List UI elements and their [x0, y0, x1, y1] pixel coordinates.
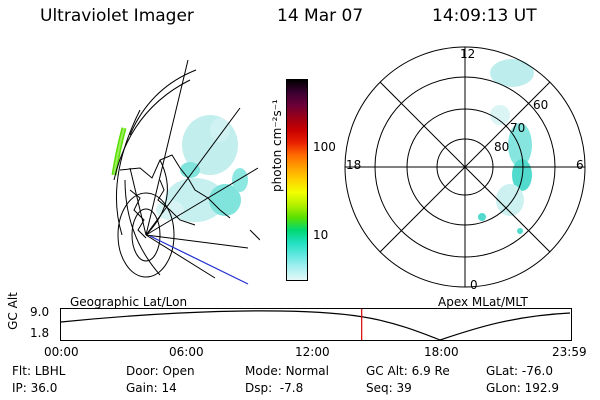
mlat-label-80: 80	[494, 140, 510, 154]
info-door: Door: Open	[126, 364, 195, 378]
colorbar-tick-10: 10	[313, 228, 329, 242]
mlat-label-60: 60	[533, 98, 549, 112]
info-mode: Mode: Normal	[245, 364, 329, 378]
mlat-label-70: 70	[510, 121, 526, 135]
timeline-xtick-4: 23:59	[552, 345, 587, 359]
timeline-xtick-3: 18:00	[424, 345, 459, 359]
date-label: 14 Mar 07	[277, 6, 364, 26]
mlt-label-0: 0	[470, 278, 478, 292]
colorbar-tick-100: 100	[313, 140, 336, 154]
info-seq: Seq: 39	[366, 381, 412, 395]
info-glon: GLon: 192.9	[486, 381, 559, 395]
info-dsp: Dsp: -7.8	[245, 381, 304, 395]
colorbar	[286, 79, 308, 281]
altitude-timeline	[60, 308, 572, 341]
info-glat: GLat: -76.0	[486, 364, 553, 378]
mlt-label-12: 12	[460, 47, 476, 61]
timeline-xtick-2: 12:00	[295, 345, 330, 359]
timeline-ylabel: GC Alt	[6, 292, 20, 330]
instrument-title: Ultraviolet Imager	[40, 6, 194, 26]
colorbar-unit-label: photon cm⁻²s⁻¹	[270, 99, 284, 192]
timeline-xtick-0: 00:00	[44, 345, 79, 359]
info-filter: Flt: LBHL	[12, 364, 66, 378]
timeline-ytick-low: 1.8	[30, 326, 50, 340]
info-ip: IP: 36.0	[12, 381, 58, 395]
mlt-label-18: 18	[346, 158, 362, 172]
info-gain: Gain: 14	[126, 381, 177, 395]
timeline-xtick-1: 06:00	[169, 345, 204, 359]
time-label: 14:09:13 UT	[432, 6, 537, 26]
mlt-label-6: 6	[576, 158, 584, 172]
timeline-ytick-high: 9.0	[30, 305, 50, 319]
geographic-map-panel	[111, 59, 260, 285]
geographic-caption: Geographic Lat/Lon	[70, 295, 188, 309]
colorbar-gradient	[286, 79, 308, 281]
info-gc-alt: GC Alt: 6.9 Re	[366, 364, 450, 378]
apex-caption: Apex MLat/MLT	[438, 295, 528, 309]
polar-mlt-plot	[344, 46, 586, 288]
